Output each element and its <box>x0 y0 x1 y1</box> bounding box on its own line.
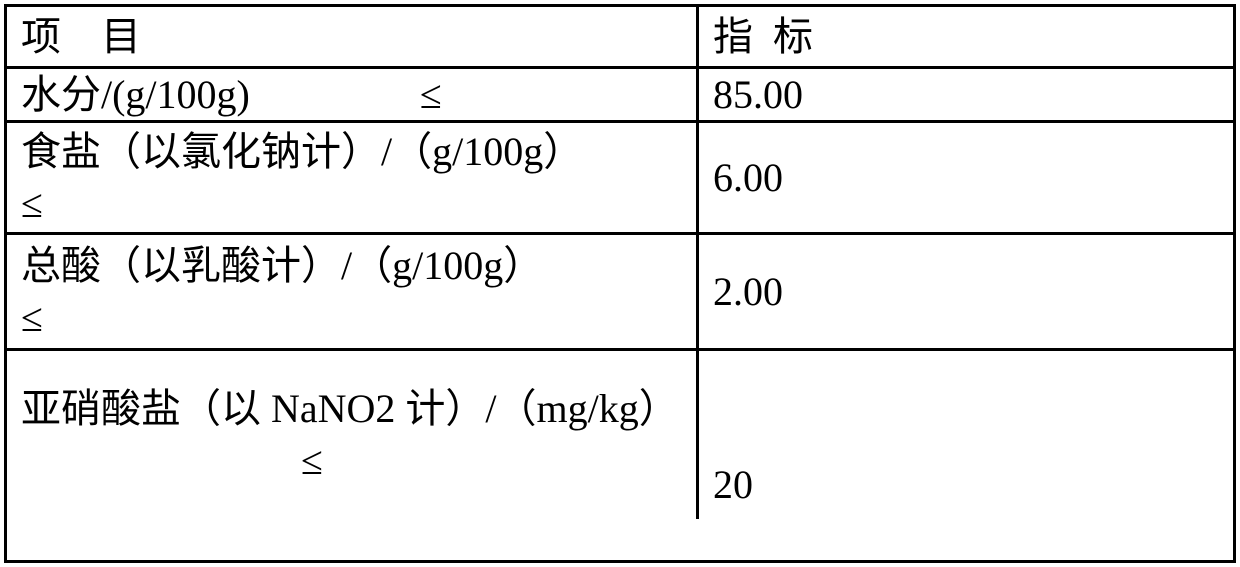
header-cell-item: 项 目 <box>7 7 699 66</box>
row-item-text: ≤ <box>21 292 43 344</box>
row-item-text: 亚硝酸盐（以 NaNO2 计）/（mg/kg） <box>21 383 679 435</box>
table-row: 水分/(g/100g) ≤ 85.00 <box>7 69 1233 123</box>
row-value-cell: 85.00 <box>699 69 1233 120</box>
row-item-cell: 食盐（以氯化钠计）/（g/100g） ≤ <box>7 123 699 232</box>
row-item-text: ≤ <box>21 435 323 487</box>
row-value-cell: 6.00 <box>699 123 1233 232</box>
table-row: 食盐（以氯化钠计）/（g/100g） ≤ 6.00 <box>7 123 1233 235</box>
row-value-cell: 2.00 <box>699 235 1233 348</box>
header-label-indicator: 指 标 <box>713 11 813 63</box>
row-value-text: 85.00 <box>713 69 803 121</box>
row-value-text: 2.00 <box>713 266 783 318</box>
header-cell-indicator: 指 标 <box>699 7 1233 66</box>
specifications-table: 项 目 指 标 水分/(g/100g) ≤ 85.00 食盐（以氯化钠计）/（g… <box>4 4 1236 563</box>
row-item-text: ≤ <box>21 178 43 230</box>
row-item-cell: 总酸（以乳酸计）/（g/100g） ≤ <box>7 235 699 348</box>
row-value-text: 20 <box>713 459 753 511</box>
header-label-item: 项 目 <box>21 11 141 63</box>
row-item-text: 水分/(g/100g) ≤ <box>21 69 442 121</box>
row-item-text: 总酸（以乳酸计）/（g/100g） <box>21 240 543 292</box>
row-item-text: 食盐（以氯化钠计）/（g/100g） <box>21 126 583 178</box>
table-row: 亚硝酸盐（以 NaNO2 计）/（mg/kg） ≤ 20 <box>7 351 1233 519</box>
row-item-cell: 亚硝酸盐（以 NaNO2 计）/（mg/kg） ≤ <box>7 351 699 519</box>
table-row: 总酸（以乳酸计）/（g/100g） ≤ 2.00 <box>7 235 1233 351</box>
row-value-text: 6.00 <box>713 152 783 204</box>
table-header-row: 项 目 指 标 <box>7 7 1233 69</box>
row-item-cell: 水分/(g/100g) ≤ <box>7 69 699 120</box>
row-value-cell: 20 <box>699 351 1233 519</box>
